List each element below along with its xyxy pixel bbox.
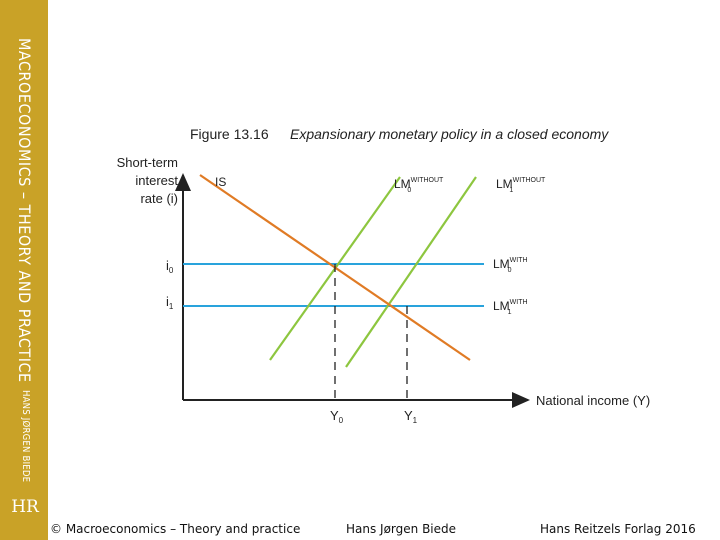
figure-number: Figure 13.16	[190, 126, 269, 142]
y0-label: Y0	[330, 408, 344, 425]
footer-author: Hans Jørgen Biede	[346, 522, 457, 536]
lm1-with-label: LMWITH 1	[493, 299, 528, 316]
footer-copyright: © Macroeconomics – Theory and practice	[50, 522, 301, 536]
y-axis-label-line2: interest	[135, 173, 178, 188]
y-axis-label-line3: rate (i)	[140, 191, 178, 206]
footer-publisher: Hans Reitzels Forlag 2016	[540, 522, 696, 536]
lm1-without-label: LMWITHOUT 1	[496, 177, 546, 194]
y-axis-label-line1: Short-term	[117, 155, 178, 170]
lm0-without-label: LMWITHOUT 0	[394, 177, 444, 194]
i0-label: i0	[166, 258, 174, 275]
sidebar: MACROECONOMICS – THEORY AND PRACTICE HAN…	[0, 0, 48, 540]
publisher-logo: HR	[11, 497, 39, 517]
is-label: IS	[215, 175, 226, 189]
lm0-with-label: LMWITH 0	[493, 257, 528, 274]
figure-caption: Expansionary monetary policy in a closed…	[290, 126, 609, 142]
x-axis-label: National income (Y)	[536, 393, 650, 408]
y1-label: Y1	[404, 408, 418, 425]
lm1-without-curve	[345, 176, 477, 368]
i1-label: i1	[166, 294, 174, 311]
